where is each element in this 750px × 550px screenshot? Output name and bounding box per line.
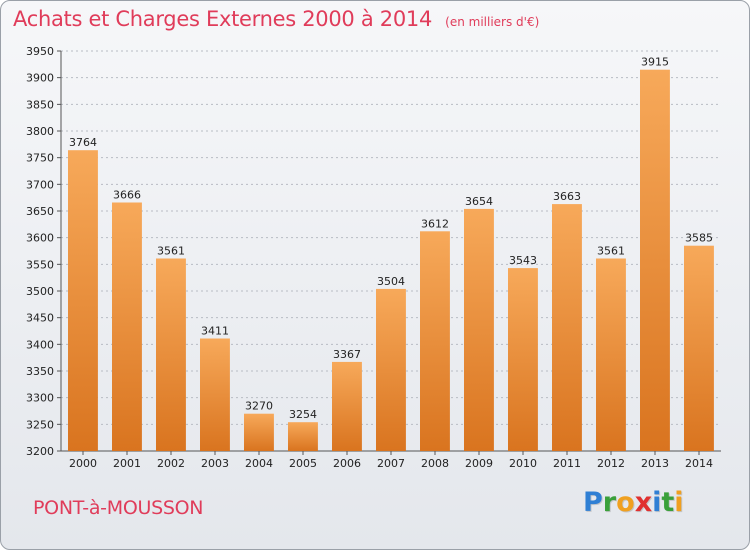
bar (68, 150, 98, 451)
bar (112, 202, 142, 451)
bar (508, 268, 538, 451)
x-tick-label: 2000 (69, 457, 97, 470)
bar-value-label: 3254 (289, 408, 317, 421)
logo-letter: i (652, 487, 662, 518)
x-tick-label: 2004 (245, 457, 273, 470)
logo-letter: i (674, 487, 684, 518)
y-tick-label: 3350 (26, 365, 54, 378)
bar-value-label: 3915 (641, 56, 669, 69)
logo-letter: o (616, 487, 635, 518)
y-tick-label: 3950 (26, 45, 54, 58)
x-tick-label: 2001 (113, 457, 141, 470)
y-tick-label: 3550 (26, 258, 54, 271)
bar-value-label: 3367 (333, 348, 361, 361)
y-tick-label: 3900 (26, 72, 54, 85)
logo-letter: P (583, 487, 603, 518)
bar-value-label: 3411 (201, 324, 229, 337)
y-tick-label: 3400 (26, 338, 54, 351)
bar (640, 69, 670, 451)
chart-title: Achats et Charges Externes 2000 à 2014 (13, 7, 433, 31)
y-tick-label: 3850 (26, 98, 54, 111)
y-tick-label: 3200 (26, 445, 54, 458)
bar-value-label: 3561 (157, 244, 185, 257)
bar-value-label: 3561 (597, 244, 625, 257)
x-tick-label: 2012 (597, 457, 625, 470)
bar (332, 361, 362, 451)
bar (244, 413, 274, 451)
y-tick-label: 3750 (26, 152, 54, 165)
y-tick-label: 3650 (26, 205, 54, 218)
bar (200, 338, 230, 451)
proxiti-logo[interactable]: Proxiti (583, 487, 684, 518)
logo-letter: x (634, 487, 653, 518)
logo-letter: r (602, 487, 617, 518)
x-tick-label: 2006 (333, 457, 361, 470)
bar (288, 422, 318, 451)
bar (156, 258, 186, 451)
x-tick-label: 2009 (465, 457, 493, 470)
y-tick-label: 3500 (26, 285, 54, 298)
bar-value-label: 3663 (553, 190, 581, 203)
x-tick-label: 2014 (685, 457, 713, 470)
y-tick-label: 3450 (26, 312, 54, 325)
bar-value-label: 3270 (245, 400, 273, 413)
x-tick-label: 2011 (553, 457, 581, 470)
bar-value-label: 3504 (377, 275, 405, 288)
x-tick-label: 2010 (509, 457, 537, 470)
y-tick-label: 3700 (26, 178, 54, 191)
x-tick-label: 2008 (421, 457, 449, 470)
bar-value-label: 3543 (509, 254, 537, 267)
x-tick-label: 2003 (201, 457, 229, 470)
logo-letter: t (661, 487, 675, 518)
x-tick-label: 2007 (377, 457, 405, 470)
bar-value-label: 3585 (685, 232, 713, 245)
bar (420, 231, 450, 451)
chart-subtitle: (en milliers d'€) (445, 15, 540, 29)
bar-value-label: 3666 (113, 188, 141, 201)
y-tick-label: 3600 (26, 232, 54, 245)
city-name: PONT-à-MOUSSON (33, 497, 204, 519)
bar (596, 258, 626, 451)
bar-value-label: 3764 (69, 136, 97, 149)
bar (464, 208, 494, 451)
bar (684, 245, 714, 451)
bar (552, 204, 582, 451)
bar (376, 288, 406, 451)
bar-value-label: 3612 (421, 217, 449, 230)
y-tick-label: 3800 (26, 125, 54, 138)
bar-value-label: 3654 (465, 195, 493, 208)
x-tick-label: 2005 (289, 457, 317, 470)
y-tick-label: 3300 (26, 392, 54, 405)
x-tick-label: 2002 (157, 457, 185, 470)
x-tick-label: 2013 (641, 457, 669, 470)
y-tick-label: 3250 (26, 418, 54, 431)
title-row: Achats et Charges Externes 2000 à 2014 (… (13, 7, 539, 31)
